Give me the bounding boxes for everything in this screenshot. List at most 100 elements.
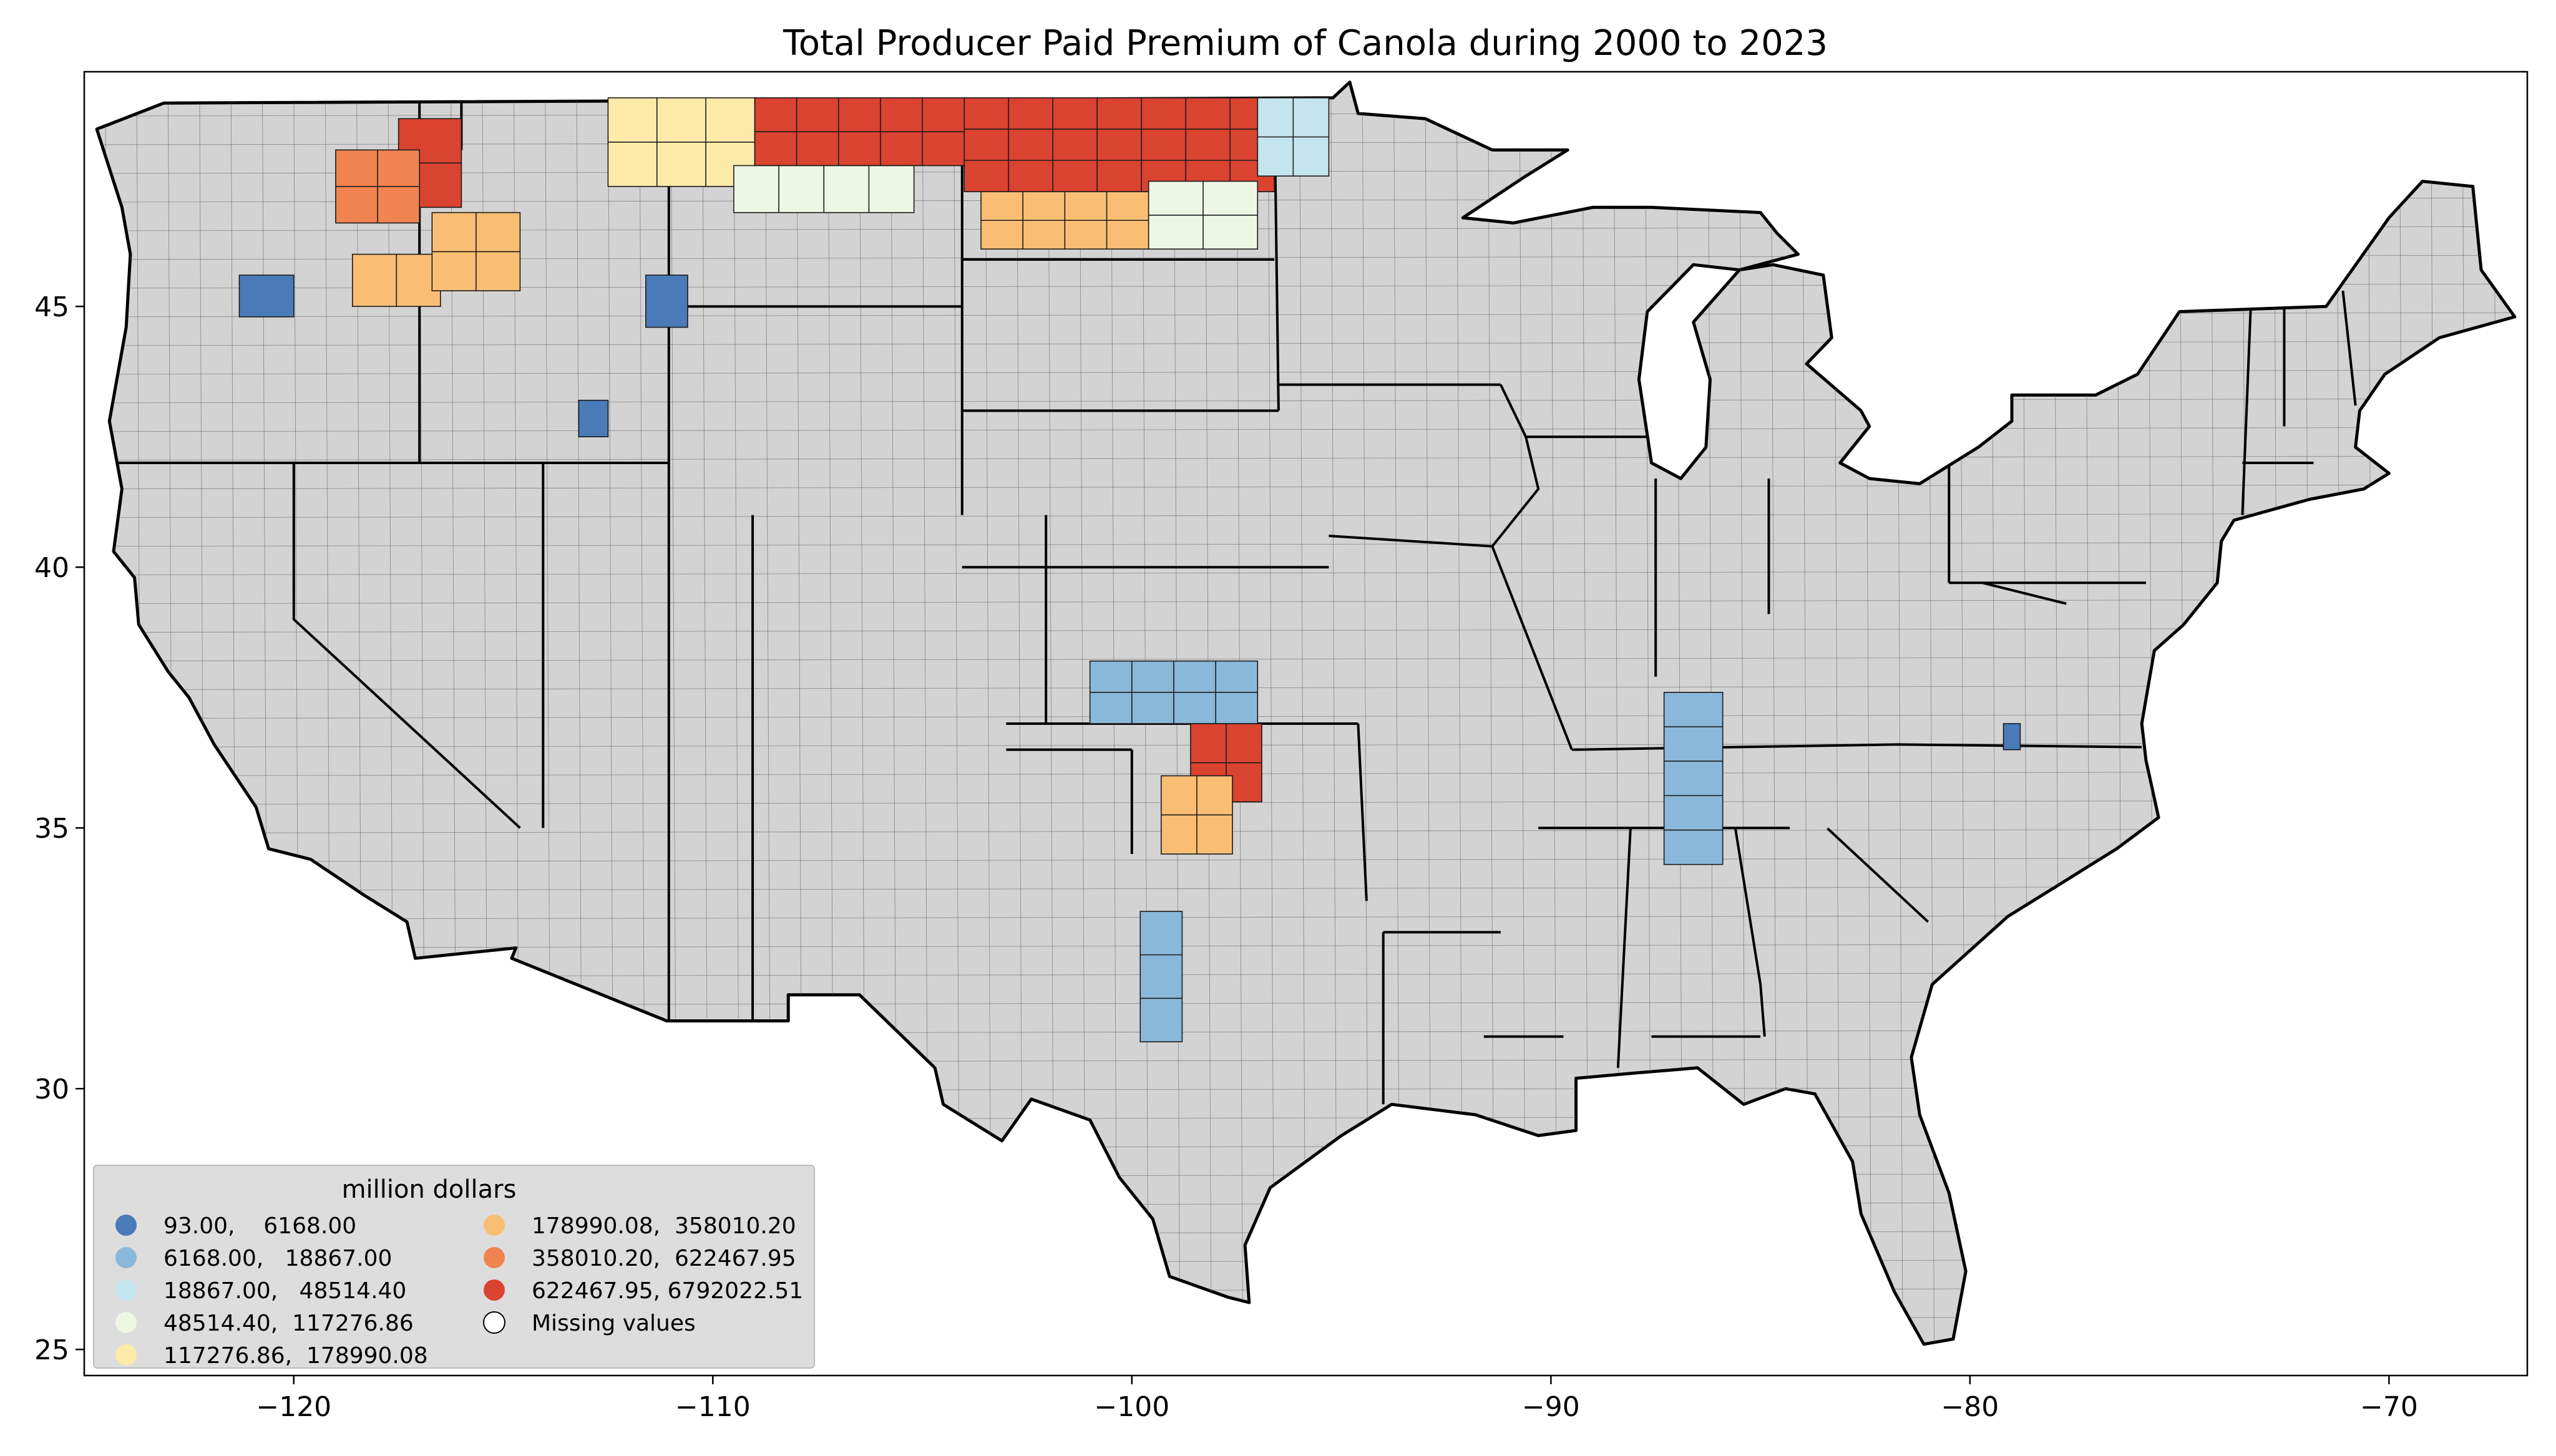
legend-marker: [483, 1311, 505, 1334]
chart-title: Total Producer Paid Premium of Canola du…: [783, 23, 1828, 64]
state-border: [1827, 827, 1929, 923]
region-minnesota-northwest: [1257, 97, 1330, 177]
county-line: [97, 742, 2515, 748]
state-border: [1982, 581, 2067, 605]
legend-marker: [115, 1215, 137, 1236]
legend-label: 93.00, 6168.00: [163, 1213, 356, 1239]
y-tick-label: 25: [34, 1334, 69, 1366]
region-washington-east: [335, 149, 421, 224]
county-line: [97, 685, 2515, 691]
y-tick-label: 40: [34, 552, 69, 584]
legend-marker: [484, 1247, 505, 1268]
region-oklahoma-central: [1161, 775, 1233, 855]
legend-entry: 178990.08, 358010.20: [484, 1213, 796, 1239]
axes-border: [83, 70, 2529, 1377]
y-tick-label: 35: [34, 813, 69, 845]
state-border: [2341, 290, 2357, 406]
region-montana-northeast: [754, 97, 965, 167]
x-tick-label: −70: [2360, 1391, 2418, 1423]
county-line: [2305, 82, 2312, 1344]
legend-entry: 18867.00, 48514.40: [115, 1278, 406, 1304]
county-line: [97, 513, 2515, 518]
county-line: [2241, 82, 2249, 1344]
county-line: [97, 599, 2515, 604]
county-line: [2147, 82, 2155, 1344]
legend-entry: 358010.20, 622467.95: [484, 1246, 796, 1271]
legend-entry: 48514.40, 117276.86: [115, 1311, 414, 1336]
legend-label: 18867.00, 48514.40: [163, 1278, 406, 1304]
x-tick-label: −80: [1941, 1391, 1999, 1423]
region-north-carolina: [2002, 723, 2021, 750]
legend-entry: 93.00, 6168.00: [115, 1213, 356, 1239]
state-border: [2241, 306, 2252, 515]
x-tick-label: −90: [1522, 1391, 1580, 1423]
state-border: [1329, 535, 1493, 548]
axis-ticks: −120 −110 −100 −90 −80 −70 25 30 35 40 45: [34, 291, 2418, 1423]
state-border: [1491, 384, 1573, 750]
legend-label: 178990.08, 358010.20: [532, 1213, 796, 1239]
legend-marker: [484, 1215, 505, 1236]
region-montana-central: [733, 165, 915, 213]
us-outline: [95, 80, 2517, 1346]
colored-regions-layer: [238, 97, 2021, 1042]
legend-label: 48514.40, 117276.86: [163, 1311, 414, 1336]
axes-frame: [83, 70, 2529, 1377]
state-border: [1734, 827, 1766, 1037]
legend-entry: 117276.86, 178990.08: [115, 1343, 428, 1369]
legend: million dollars 93.00, 6168.00 6168.00, 1…: [93, 1165, 815, 1369]
legend-marker: [115, 1279, 137, 1301]
county-line: [97, 800, 2515, 805]
county-line: [97, 82, 2515, 88]
county-line: [97, 656, 2515, 662]
legend-label: 6168.00, 18867.00: [163, 1246, 392, 1271]
region-idaho-southeast: [578, 399, 609, 437]
county-line: [97, 714, 2515, 719]
county-line: [2210, 82, 2218, 1344]
region-texas-north: [1139, 911, 1183, 1042]
legend-label: 358010.20, 622467.95: [532, 1246, 796, 1271]
us-states-layer: [95, 80, 2517, 1346]
legend-label: 117276.86, 178990.08: [163, 1343, 428, 1369]
county-line: [97, 628, 2515, 633]
legend-entry: Missing values: [483, 1311, 696, 1336]
state-border: [292, 463, 521, 829]
state-border: [1357, 723, 1368, 901]
county-line: [2273, 82, 2281, 1344]
county-line: [97, 455, 2515, 461]
y-tick-label: 30: [34, 1074, 69, 1105]
county-line: [2493, 82, 2500, 1344]
region-montana-southwest: [645, 274, 688, 328]
y-tick-label: 45: [34, 291, 69, 323]
x-tick-label: −110: [675, 1391, 751, 1423]
legend-entry: 6168.00, 18867.00: [115, 1246, 392, 1271]
legend-label: 622467.95, 6792022.51: [532, 1278, 803, 1304]
legend-marker: [115, 1247, 137, 1268]
county-line: [97, 398, 2515, 404]
county-line: [2179, 82, 2187, 1344]
region-kansas-south-central: [1089, 660, 1259, 724]
state-border: [1616, 828, 1632, 1068]
x-tick-label: −120: [256, 1391, 331, 1423]
legend-marker: [115, 1344, 137, 1366]
legend-box: [93, 1165, 815, 1369]
region-montana-north-central: [607, 97, 756, 187]
region-oregon-northeast: [351, 253, 441, 308]
x-tick-label: −100: [1094, 1391, 1169, 1423]
county-line: [2336, 82, 2343, 1344]
legend-marker: [484, 1279, 505, 1301]
region-kentucky-tennessee-alabama: [1663, 692, 1724, 865]
region-oregon-north-central: [238, 274, 295, 318]
legend-marker: [115, 1312, 137, 1333]
region-north-dakota-south-central: [980, 191, 1149, 250]
region-idaho-clearwater: [431, 211, 521, 291]
legend-entry: 622467.95, 6792022.51: [484, 1278, 803, 1304]
legend-label: Missing values: [532, 1311, 696, 1336]
legend-title: million dollars: [342, 1175, 517, 1204]
county-line: [97, 484, 2515, 490]
county-line: [97, 427, 2515, 432]
county-line: [97, 771, 2515, 777]
region-north-dakota-northwest: [963, 97, 1275, 193]
region-north-dakota-southeast: [1148, 180, 1259, 250]
county-line: [97, 828, 2515, 834]
county-line: [97, 570, 2515, 576]
